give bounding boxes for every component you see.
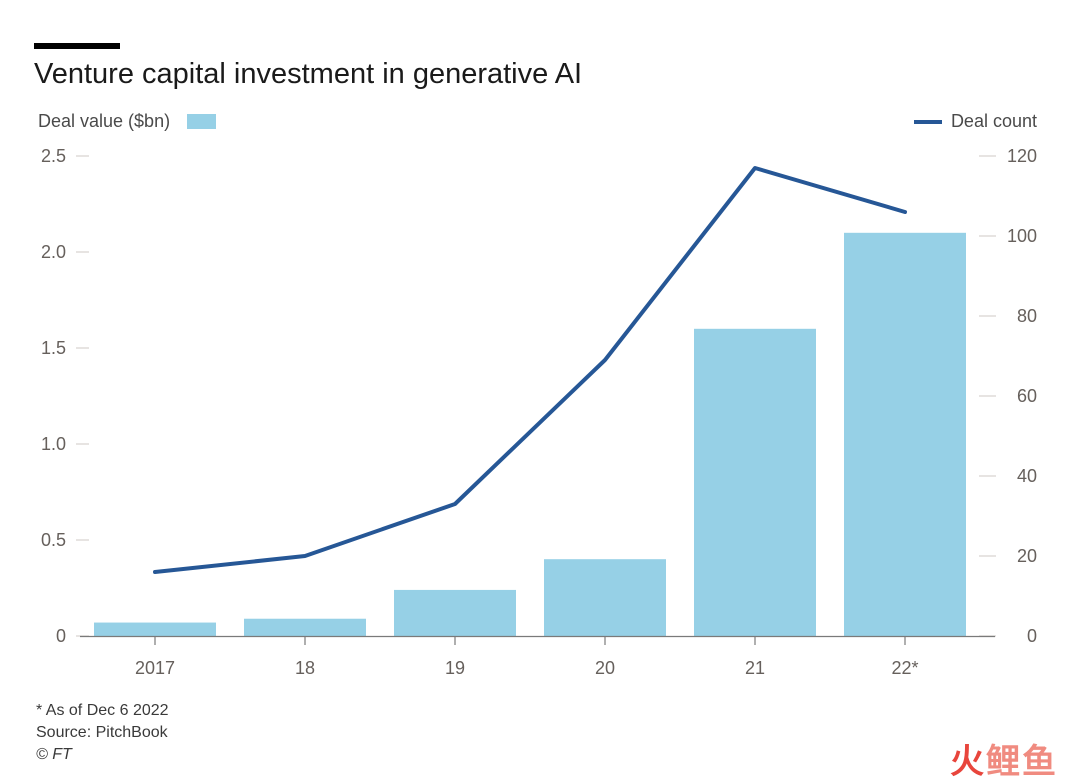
bar-deal-value bbox=[544, 559, 666, 636]
left-axis-tick-label: 1.5 bbox=[41, 338, 66, 358]
x-axis-tick-label: 21 bbox=[745, 658, 765, 678]
watermark-logo: 火鲤鱼 bbox=[950, 734, 1058, 783]
left-axis-tick-label: 2.0 bbox=[41, 242, 66, 262]
footnote-credit: © FT bbox=[36, 744, 169, 766]
bar-deal-value bbox=[244, 619, 366, 636]
watermark-char: 鱼 bbox=[1022, 743, 1058, 781]
right-axis-tick-label: 100 bbox=[1007, 226, 1037, 246]
right-axis-tick-label: 60 bbox=[1017, 386, 1037, 406]
footnotes: * As of Dec 6 2022 Source: PitchBook © F… bbox=[36, 700, 169, 766]
left-axis-tick-label: 1.0 bbox=[41, 434, 66, 454]
x-axis-tick-label: 22* bbox=[891, 658, 918, 678]
right-axis-tick-label: 120 bbox=[1007, 146, 1037, 166]
bar-deal-value bbox=[844, 233, 966, 636]
right-axis-tick-label: 20 bbox=[1017, 546, 1037, 566]
bar-deal-value bbox=[394, 590, 516, 636]
right-axis-tick-label: 80 bbox=[1017, 306, 1037, 326]
watermark-char: 鲤 bbox=[986, 743, 1022, 781]
x-axis-tick-label: 19 bbox=[445, 658, 465, 678]
right-axis-tick-label: 40 bbox=[1017, 466, 1037, 486]
footnote-note: * As of Dec 6 2022 bbox=[36, 700, 169, 722]
x-axis-tick-label: 2017 bbox=[135, 658, 175, 678]
bar-deal-value bbox=[694, 329, 816, 636]
left-axis-tick-label: 0 bbox=[56, 626, 66, 646]
x-axis-tick-label: 20 bbox=[595, 658, 615, 678]
bar-deal-value bbox=[94, 623, 216, 636]
x-axis-tick-label: 18 bbox=[295, 658, 315, 678]
footnote-source: Source: PitchBook bbox=[36, 722, 169, 744]
left-axis-tick-label: 0.5 bbox=[41, 530, 66, 550]
left-axis-tick-label: 2.5 bbox=[41, 146, 66, 166]
watermark-char: 火 bbox=[950, 743, 986, 781]
right-axis-tick-label: 0 bbox=[1027, 626, 1037, 646]
